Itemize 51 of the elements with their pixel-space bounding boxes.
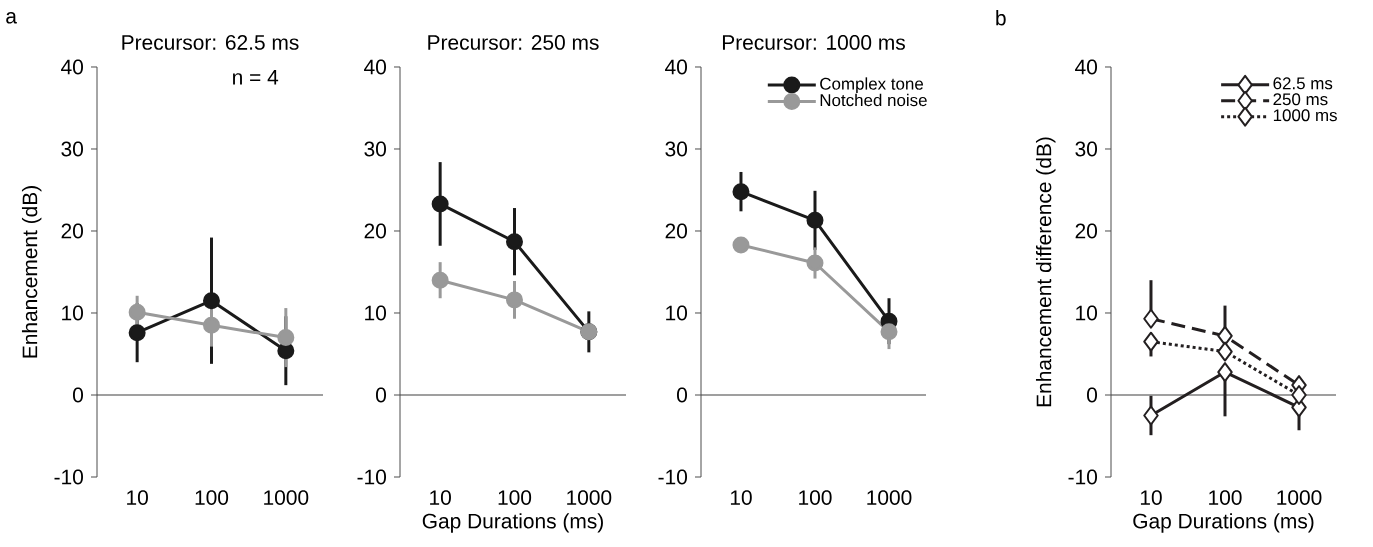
y-tick-label: 30	[61, 141, 83, 157]
y-tick-label: 10	[62, 305, 83, 321]
legend-label: 250 ms	[1273, 93, 1328, 106]
y-tick-label: 0	[73, 387, 83, 403]
legend-label: Complex tone	[820, 77, 924, 94]
y-axis-title: Enhancement (dB)	[21, 186, 42, 358]
y-tick-label: 20	[1075, 223, 1098, 239]
y-tick-label: 10	[666, 305, 688, 321]
y-tick-label: 10	[1076, 305, 1098, 321]
x-tick-label: 10	[1140, 490, 1162, 505]
y-tick-label: 0	[1087, 387, 1098, 403]
chart-title: Precursor: 1000 ms	[722, 35, 905, 50]
x-tick-label: 100	[799, 490, 832, 505]
y-tick-label: 10	[365, 305, 387, 321]
x-axis-title: Gap Durations (ms)	[422, 513, 603, 533]
x-tick-label: 1000	[567, 490, 612, 505]
y-tick-label: 30	[1075, 141, 1098, 157]
y-tick-label: -10	[658, 469, 688, 485]
x-axis-title: Gap Durations (ms)	[1133, 513, 1314, 533]
y-tick-label: 0	[677, 387, 688, 403]
text: a	[6, 12, 17, 24]
y-tick-label: 40	[665, 59, 688, 75]
x-tick-label: 1000	[867, 490, 912, 505]
y-tick-label: 20	[665, 223, 688, 239]
chart-title: Precursor: 250 ms	[428, 35, 599, 50]
x-tick-label: 10	[730, 490, 752, 505]
y-tick-label: 20	[61, 223, 83, 239]
y-tick-label: 40	[1075, 59, 1098, 75]
y-tick-label: 30	[665, 141, 688, 157]
y-tick-label: -10	[357, 469, 387, 485]
x-tick-label: 10	[430, 490, 451, 505]
x-tick-label: 100	[195, 490, 229, 505]
y-tick-label: 40	[364, 59, 387, 75]
x-tick-label: 10	[127, 490, 148, 505]
y-tick-label: -10	[1068, 469, 1098, 485]
legend-label: 62.5 ms	[1273, 77, 1333, 90]
y-tick-label: 0	[376, 387, 387, 403]
legend-label: Notched noise	[820, 93, 927, 107]
chart-title: Precursor: 62.5 ms	[122, 35, 299, 50]
x-tick-label: 100	[1209, 490, 1242, 505]
annotation: n = 4	[233, 70, 279, 85]
y-tick-label: 40	[61, 59, 83, 75]
y-axis-title: Enhancement difference (dB)	[1035, 137, 1056, 407]
y-tick-label: 30	[364, 141, 387, 157]
x-tick-label: 1000	[1277, 490, 1322, 505]
legend-label: 1000 ms	[1273, 109, 1337, 122]
text: b	[996, 10, 1006, 26]
x-tick-label: 1000	[264, 490, 309, 505]
y-tick-label: -10	[54, 469, 83, 485]
x-tick-label: 100	[498, 490, 532, 505]
y-tick-label: 20	[364, 223, 387, 239]
